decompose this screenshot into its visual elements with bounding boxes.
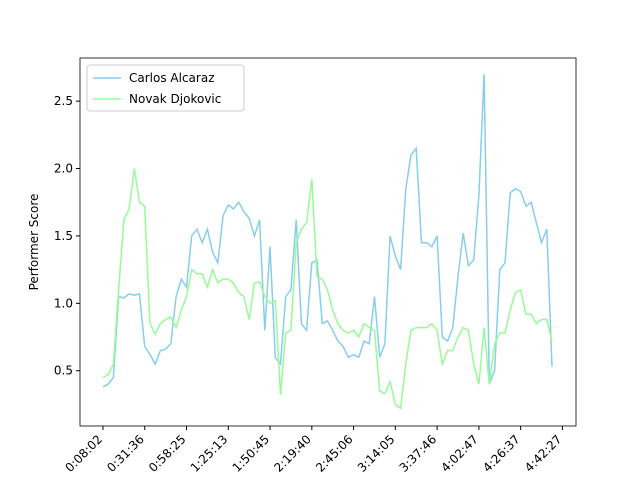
x-tick-label: 3:37:46 <box>397 432 440 475</box>
line <box>102 74 553 388</box>
y-tick-label: 1.5 <box>54 229 73 243</box>
x-tick-label: 4:26:37 <box>480 432 523 475</box>
y-tick-label: 0.5 <box>54 364 73 378</box>
x-tick-label: 0:31:36 <box>104 432 147 475</box>
y-tick-label: 2.5 <box>54 94 73 108</box>
plot-frame <box>79 57 577 427</box>
line <box>102 168 553 410</box>
x-tick-label: 4:02:47 <box>438 432 481 475</box>
y-axis-label: Performer Score <box>27 194 41 291</box>
legend-label: Carlos Alcaraz <box>129 71 215 85</box>
x-tick-label: 3:14:05 <box>355 432 398 475</box>
x-tick-label: 4:42:27 <box>522 432 565 475</box>
legend-box <box>86 64 245 112</box>
y-tick-label: 1.0 <box>54 296 73 310</box>
x-tick-label: 0:08:02 <box>62 432 105 475</box>
x-tick-label: 2:19:40 <box>271 432 314 475</box>
legend-label: Novak Djokovic <box>129 92 221 106</box>
x-tick-label: 2:45:06 <box>313 432 356 475</box>
x-tick-label: 1:50:45 <box>230 432 273 475</box>
y-tick-label: 2.0 <box>54 162 73 176</box>
x-tick-label: 1:25:13 <box>188 432 231 475</box>
x-tick-label: 0:58:25 <box>146 432 189 475</box>
